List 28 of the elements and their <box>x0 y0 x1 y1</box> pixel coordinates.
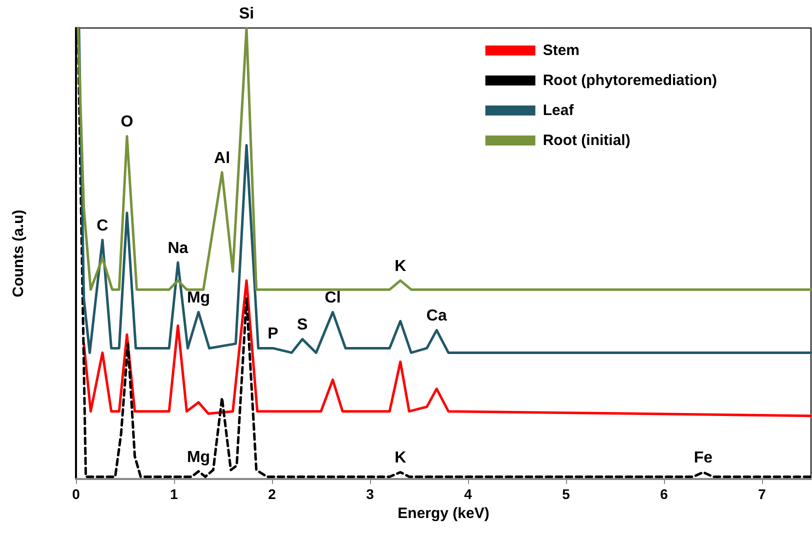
annotation: Ca <box>426 308 447 325</box>
y-axis-title: Counts (a.u) <box>10 210 27 298</box>
annotation: P <box>268 326 279 343</box>
x-tick-label: 6 <box>660 486 668 502</box>
x-axis-title: Energy (keV) <box>398 504 490 522</box>
annotation: Mg <box>186 290 210 307</box>
annotation: C <box>96 217 109 234</box>
x-tick-label: 2 <box>268 486 276 502</box>
annotation: Na <box>168 240 188 258</box>
annotation: K <box>394 450 407 467</box>
x-tick-label: 5 <box>562 486 570 502</box>
annotation: Cl <box>324 290 341 307</box>
annotation: K <box>394 258 407 276</box>
x-tick-label: 3 <box>366 486 374 502</box>
annotation: O <box>120 114 134 131</box>
annotation: Si <box>238 6 254 22</box>
annotation: Fe <box>694 450 713 467</box>
legend-label: Root (initial) <box>542 132 630 149</box>
legend-label: Root (phytoremediation) <box>542 72 718 89</box>
annotation: Mg <box>186 448 210 466</box>
x-tick-label: 7 <box>758 486 766 502</box>
annotation: Al <box>214 150 230 167</box>
annotation: S <box>297 316 308 334</box>
x-tick-label: 0 <box>72 486 80 502</box>
x-tick-label: 4 <box>464 486 472 502</box>
legend-label: Stem <box>542 42 580 59</box>
x-tick-label: 1 <box>170 486 178 502</box>
legend-label: Leaf <box>542 102 575 119</box>
